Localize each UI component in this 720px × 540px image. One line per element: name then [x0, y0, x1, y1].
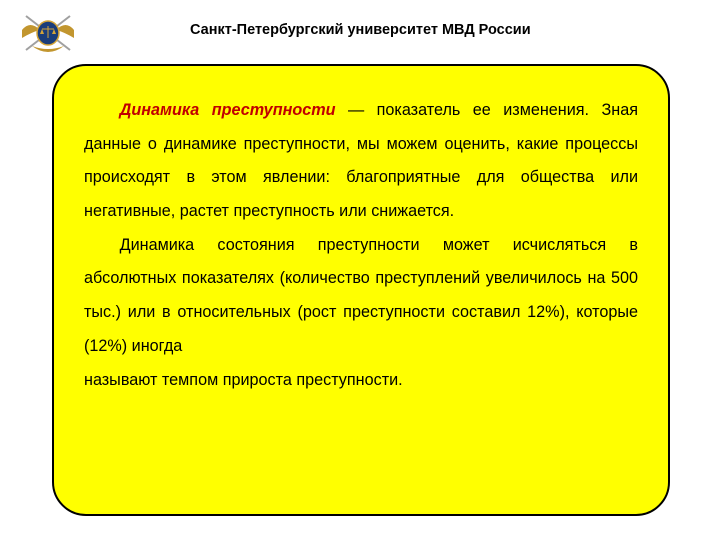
paragraph-2: Динамика состояния преступности может ис… [84, 229, 638, 397]
paragraph-1: Динамика преступности — показатель ее из… [84, 94, 638, 229]
content-text: Динамика преступности — показатель ее из… [84, 94, 638, 397]
header: Санкт-Петербургский университет МВД Росс… [0, 0, 720, 60]
content-panel: Динамика преступности — показатель ее из… [52, 64, 670, 516]
university-emblem [18, 8, 78, 58]
paragraph-2-last-line: называют темпом прироста преступности. [84, 364, 638, 398]
emphasized-term: Динамика преступности [120, 101, 336, 119]
paragraph-2-justified: Динамика состояния преступности может ис… [84, 236, 638, 355]
university-title: Санкт-Петербургский университет МВД Росс… [190, 22, 531, 38]
